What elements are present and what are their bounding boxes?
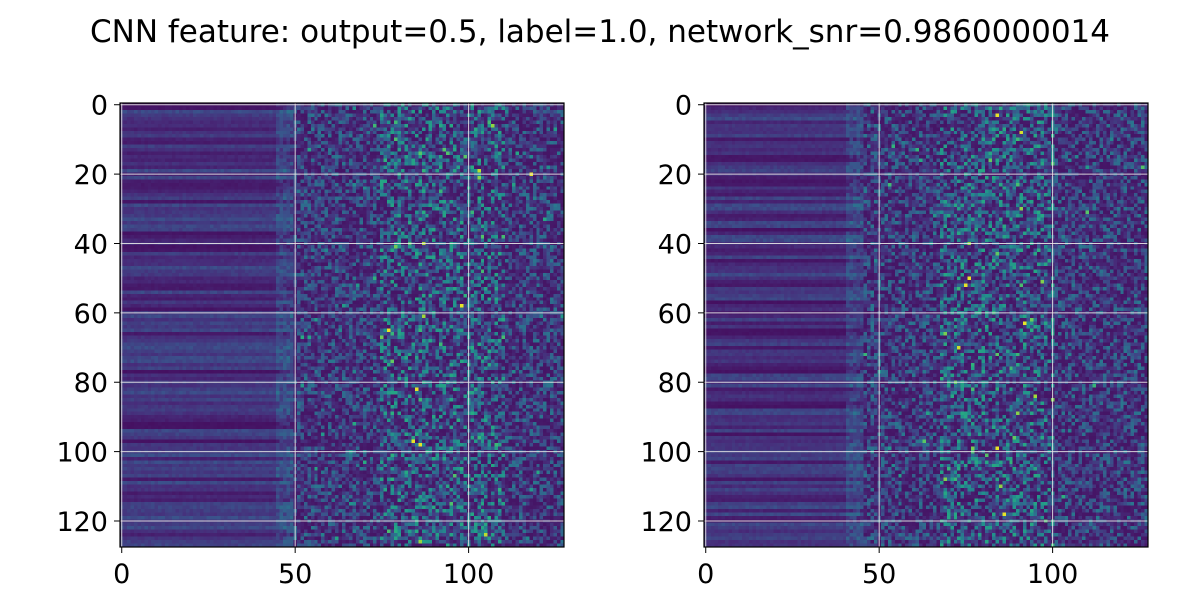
x-tick-label: 50	[278, 559, 312, 590]
figure-title: CNN feature: output=0.5, label=1.0, netw…	[90, 14, 1110, 50]
y-tick-label: 100	[56, 438, 108, 469]
y-tick-label: 40	[74, 229, 108, 260]
x-tick-label: 0	[113, 559, 130, 590]
heatmap-cells	[120, 103, 564, 547]
heatmap-cells	[704, 103, 1148, 547]
y-tick-label: 60	[658, 299, 692, 330]
heatmap-panel-left: 0 50 100 0 20 40 60 80 100 120	[56, 91, 565, 590]
y-tick-label: 40	[658, 229, 692, 260]
axes-frame	[119, 102, 565, 548]
y-tick-label: 120	[640, 507, 692, 538]
axes-frame	[703, 102, 1149, 548]
y-tick-label: 100	[640, 438, 692, 469]
y-tick-label: 0	[675, 91, 692, 122]
y-tick-label: 0	[91, 91, 108, 122]
x-tick-label: 0	[697, 559, 714, 590]
heatmap-panel-right: 0 50 100 0 20 40 60 80 100 120	[640, 91, 1149, 590]
y-tick-label: 20	[658, 160, 692, 191]
y-tick-label: 80	[74, 368, 108, 399]
x-tick-label: 50	[862, 559, 896, 590]
x-tick-label: 100	[443, 559, 495, 590]
y-tick-label: 20	[74, 160, 108, 191]
x-tick-label: 100	[1027, 559, 1079, 590]
y-tick-label: 80	[658, 368, 692, 399]
y-tick-label: 120	[56, 507, 108, 538]
y-tick-label: 60	[74, 299, 108, 330]
